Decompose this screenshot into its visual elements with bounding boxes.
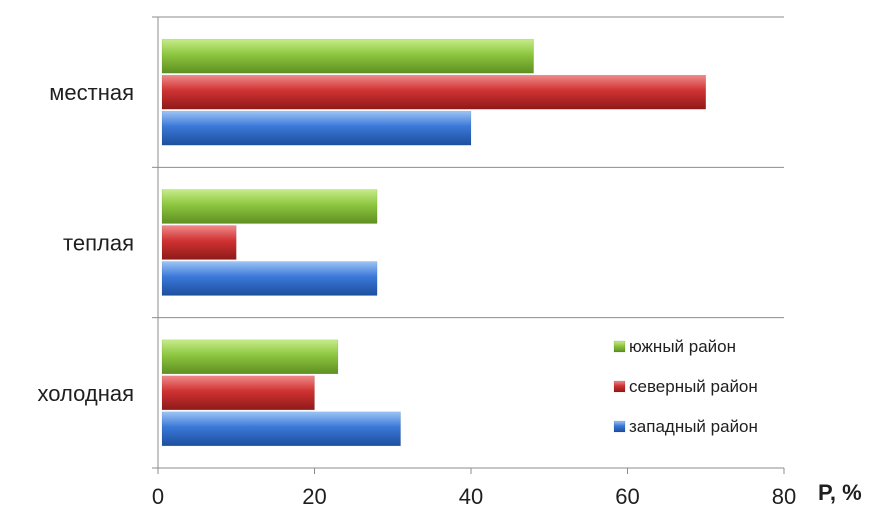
grid-layer (158, 16, 784, 319)
bar (161, 261, 378, 296)
legend-label: северный район (629, 377, 758, 396)
x-tick-label: 80 (772, 484, 796, 509)
bar (161, 74, 706, 110)
x-tick-label: 20 (302, 484, 326, 509)
bar (161, 225, 237, 260)
labels-layer: местная теплая холодная 0 20 40 60 80 P, % (38, 80, 862, 509)
legend-label: южный район (629, 337, 736, 356)
x-axis-label: P, % (818, 480, 862, 505)
bar (161, 189, 378, 224)
x-tick-label: 60 (615, 484, 639, 509)
bar (161, 411, 401, 447)
bar (161, 375, 315, 411)
x-tick-label: 0 (152, 484, 164, 509)
legend-swatch (613, 340, 626, 353)
legend-swatch (613, 380, 626, 393)
legend-swatch (613, 420, 626, 433)
legend: южный район северный район западный район (613, 337, 758, 436)
bar (161, 110, 472, 146)
category-label: теплая (63, 231, 134, 256)
bar (161, 38, 534, 74)
x-tick-label: 40 (459, 484, 483, 509)
category-label: холодная (38, 381, 134, 406)
bars-layer (161, 38, 706, 447)
bar (161, 339, 339, 375)
legend-label: западный район (629, 417, 758, 436)
category-label: местная (49, 80, 134, 105)
axis-layer (152, 16, 785, 474)
